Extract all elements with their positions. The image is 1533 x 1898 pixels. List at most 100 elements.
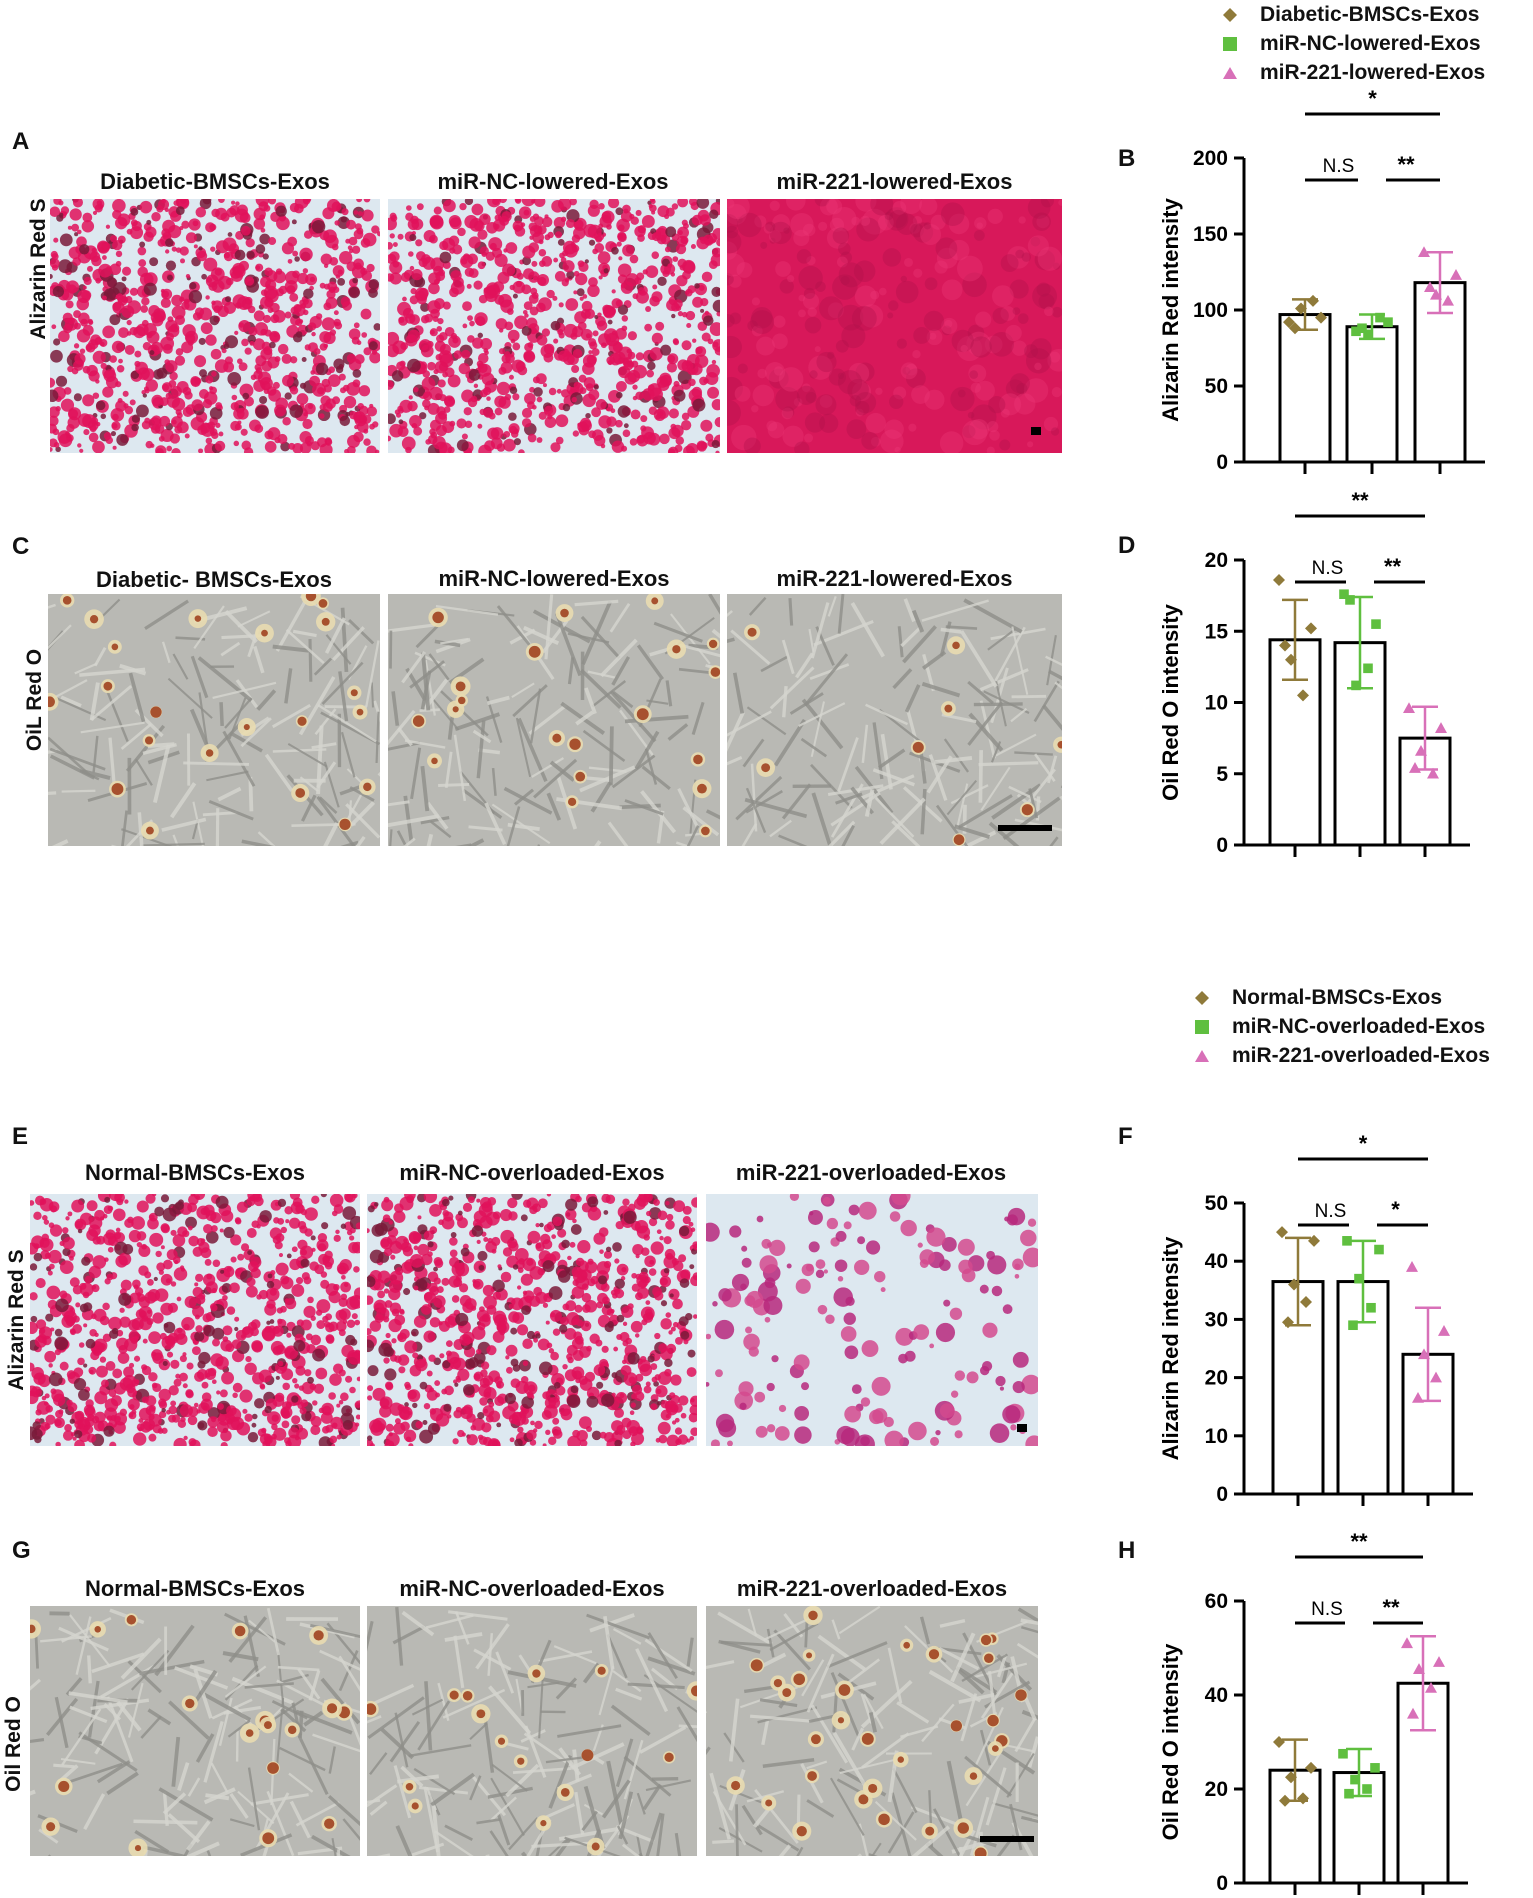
data-point [1289, 322, 1301, 335]
significance-label: * [1359, 1131, 1368, 1156]
y-tick-label: 0 [1216, 451, 1228, 474]
y-tick-label: 0 [1216, 1872, 1228, 1895]
micrograph-alizarin [367, 1194, 697, 1446]
significance-label: ** [1397, 152, 1415, 177]
data-point [1345, 595, 1355, 605]
significance-label: ** [1350, 1529, 1368, 1554]
panel-title: miR-NC-lowered-Exos [437, 169, 669, 194]
legend-top: Diabetic-BMSCs-Exos miR-NC-lowered-Exos … [1218, 0, 1485, 87]
data-point [1279, 639, 1291, 652]
y-tick-label: 15 [1205, 620, 1229, 643]
data-point [1285, 1771, 1297, 1784]
y-tick-label: 30 [1205, 1308, 1228, 1331]
panel-label-e: E [12, 1123, 29, 1150]
y-tick-label: 100 [1193, 299, 1228, 322]
significance-label: N.S [1315, 1201, 1347, 1222]
data-point [1406, 1261, 1418, 1272]
y-tick-label: 20 [1205, 549, 1228, 572]
legend-item: Normal-BMSCs-Exos [1190, 983, 1490, 1012]
data-point [1279, 1794, 1291, 1807]
legend-item: miR-NC-overloaded-Exos [1190, 1012, 1490, 1041]
y-tick-label: 50 [1205, 1192, 1228, 1215]
micrograph-alizarin [727, 199, 1062, 453]
y-axis-label: Oil Red O intensity [1158, 603, 1183, 801]
data-point [1338, 1748, 1348, 1759]
y-tick-label: 20 [1205, 1778, 1228, 1801]
y-axis-label: Oil Red O intensity [1158, 1643, 1183, 1841]
panel-label-d: D [1118, 532, 1136, 559]
y-tick-label: 0 [1216, 834, 1228, 857]
data-point [1415, 744, 1427, 756]
data-point [1297, 1792, 1309, 1805]
micrograph-oil-red [48, 594, 380, 846]
micrograph-alizarin [50, 199, 380, 453]
data-point [1351, 680, 1361, 691]
panel-title: Diabetic-BMSCs-Exos [100, 169, 330, 194]
significance-label: N.S [1323, 156, 1355, 177]
data-point [1363, 329, 1373, 340]
triangle-marker-icon [1190, 1046, 1214, 1066]
data-point [1344, 1788, 1354, 1799]
data-point [1435, 722, 1447, 733]
bar [1345, 325, 1399, 464]
legend-label: miR-221-overloaded-Exos [1232, 1043, 1490, 1067]
scale-bar [1031, 427, 1041, 435]
data-point [1357, 323, 1367, 334]
data-point [1412, 1391, 1424, 1403]
y-tick-label: 40 [1205, 1250, 1228, 1273]
data-point [1442, 294, 1454, 306]
data-point [1424, 281, 1436, 292]
data-point [1300, 1295, 1312, 1308]
data-point [1433, 1656, 1445, 1667]
legend-item: miR-NC-lowered-Exos [1218, 29, 1485, 58]
data-point [1350, 1774, 1360, 1785]
micrograph-oil-red [367, 1606, 697, 1856]
data-point [1354, 1273, 1364, 1284]
panel-title: miR-NC-overloaded-Exos [399, 1576, 665, 1601]
micrograph-oil-red [727, 594, 1062, 846]
bar [1336, 1280, 1390, 1496]
legend-label: Normal-BMSCs-Exos [1232, 985, 1443, 1009]
legend-item: miR-221-lowered-Exos [1218, 58, 1485, 87]
legend-bottom: Normal-BMSCs-Exos miR-NC-overloaded-Exos… [1190, 983, 1490, 1070]
y-tick-label: 5 [1216, 763, 1228, 786]
y-tick-label: 10 [1205, 1425, 1228, 1448]
data-point [1450, 269, 1462, 280]
data-point [1409, 762, 1421, 773]
y-tick-label: 40 [1205, 1684, 1228, 1707]
data-point [1273, 1736, 1285, 1748]
panel-title: Normal-BMSCs-Exos [84, 1576, 306, 1601]
panel-title: Normal-BMSCs-Exos [84, 1160, 306, 1185]
panel-title: Diabetic- BMSCs-Exos [96, 567, 332, 592]
data-point [1363, 663, 1373, 674]
y-tick-label: 200 [1193, 147, 1228, 170]
data-point [1430, 1371, 1442, 1383]
scale-bar [1017, 1424, 1027, 1432]
significance-label: * [1368, 86, 1377, 111]
micrograph-alizarin [30, 1194, 360, 1446]
bar [1278, 313, 1332, 464]
significance-label: N.S [1312, 558, 1344, 579]
micrograph-oil-red [30, 1606, 360, 1856]
data-point [1295, 302, 1307, 315]
data-point [1288, 1278, 1300, 1291]
legend-label: miR-NC-overloaded-Exos [1232, 1014, 1486, 1038]
y-tick-label: 150 [1193, 223, 1228, 246]
data-point [1418, 246, 1430, 258]
data-point [1403, 702, 1415, 713]
data-point [1413, 1663, 1425, 1674]
panel-title: miR-221-lowered-Exos [776, 169, 1013, 194]
panel-label-g: G [12, 1537, 31, 1564]
legend-label: Diabetic-BMSCs-Exos [1260, 2, 1480, 26]
data-point [1351, 326, 1361, 337]
panel-label-f: F [1118, 1123, 1133, 1150]
panel-title: miR-221-overloaded-Exos [735, 1160, 1007, 1185]
micrograph-oil-red [388, 594, 720, 846]
data-point [1285, 653, 1297, 666]
data-point [1407, 1707, 1419, 1719]
data-point [1425, 1681, 1437, 1693]
diamond-marker-icon [1218, 5, 1242, 25]
data-point [1315, 311, 1327, 324]
